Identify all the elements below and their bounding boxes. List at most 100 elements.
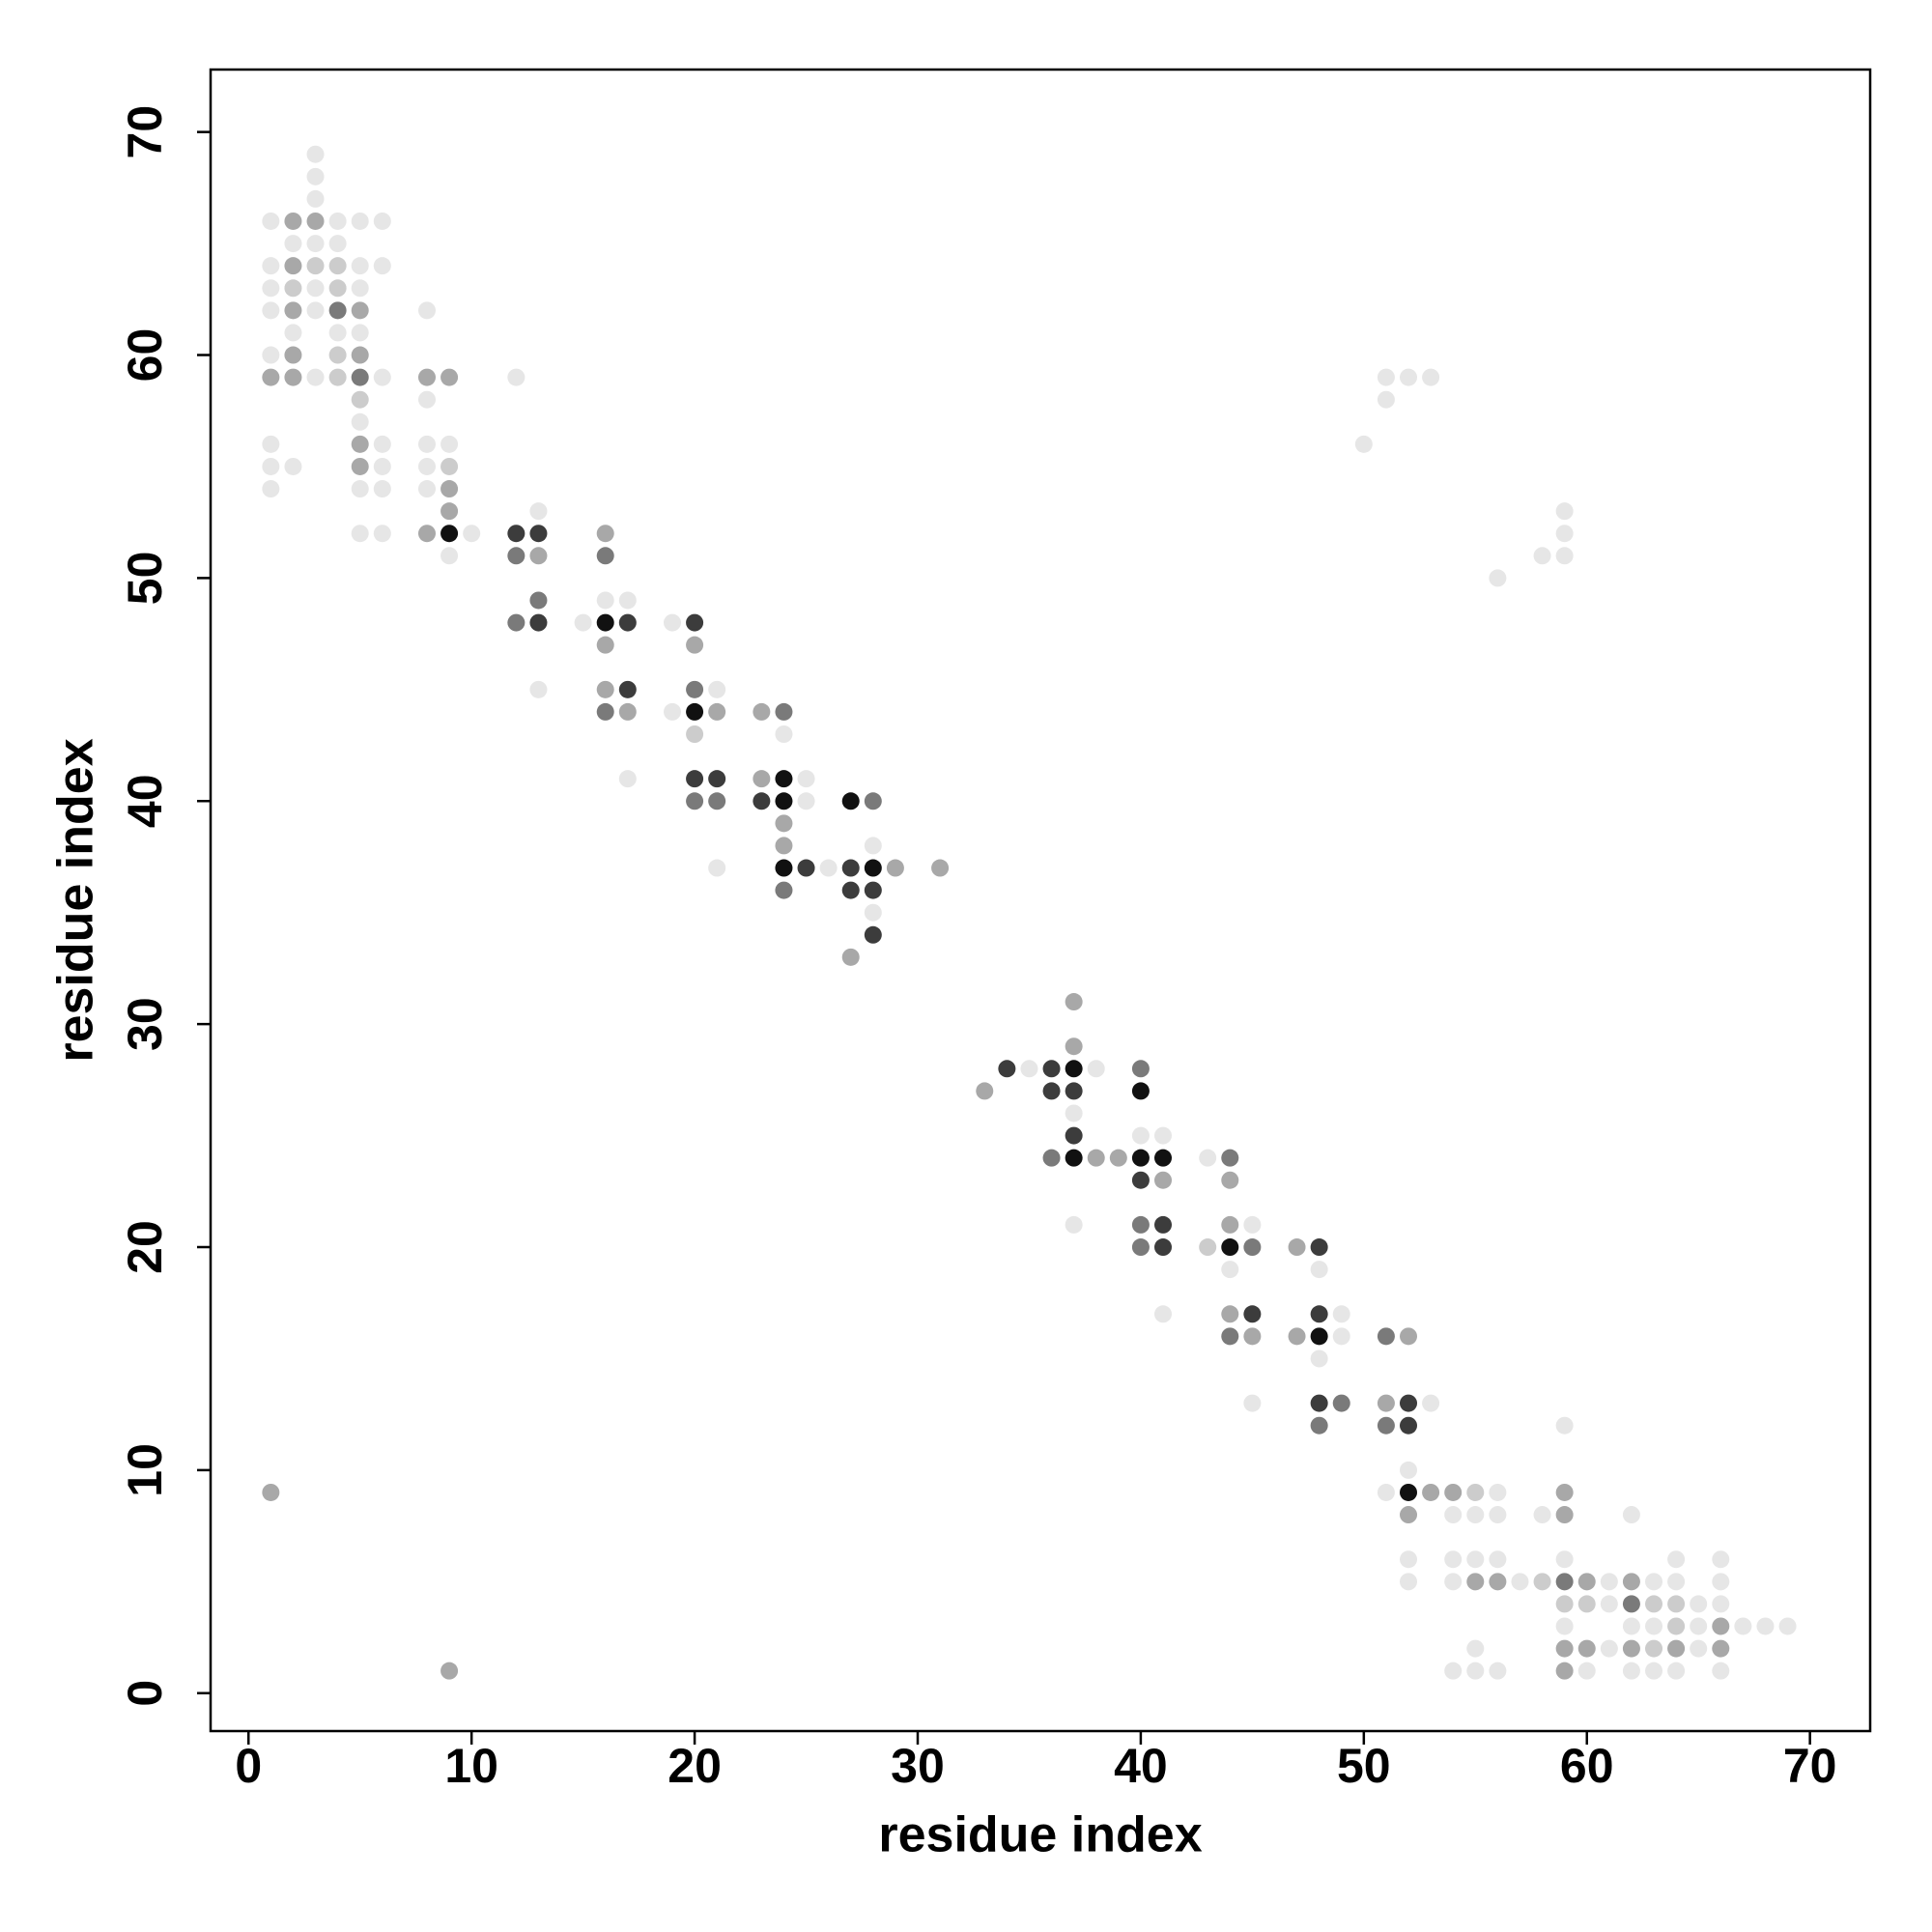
contact-point bbox=[529, 525, 548, 543]
contact-point bbox=[529, 547, 548, 565]
contact-point bbox=[1310, 1305, 1328, 1323]
contact-point bbox=[529, 502, 548, 521]
contact-point bbox=[284, 301, 302, 320]
contact-point bbox=[1690, 1617, 1708, 1635]
contact-point bbox=[1444, 1662, 1463, 1680]
contact-point bbox=[596, 525, 614, 543]
contact-point bbox=[1377, 1416, 1395, 1435]
contact-point bbox=[1466, 1483, 1485, 1501]
contact-point bbox=[775, 725, 793, 743]
contact-point bbox=[1489, 569, 1507, 587]
contact-point bbox=[596, 547, 614, 565]
contact-point bbox=[1712, 1639, 1730, 1658]
contact-point bbox=[1667, 1595, 1686, 1613]
contact-point bbox=[708, 702, 726, 721]
contact-point bbox=[1667, 1617, 1686, 1635]
contact-point bbox=[328, 212, 347, 230]
contact-point bbox=[1712, 1550, 1730, 1569]
contact-point bbox=[1065, 1082, 1083, 1100]
contact-point bbox=[1310, 1238, 1328, 1257]
contact-point bbox=[440, 1662, 459, 1680]
contact-point bbox=[1734, 1617, 1752, 1635]
contact-point bbox=[886, 859, 904, 877]
contact-point bbox=[1065, 1126, 1083, 1145]
contact-point bbox=[1042, 1060, 1061, 1078]
contact-point bbox=[351, 390, 369, 409]
contact-point bbox=[1288, 1327, 1306, 1346]
contact-point bbox=[1645, 1662, 1663, 1680]
contact-point bbox=[351, 457, 369, 475]
contact-point bbox=[1422, 368, 1440, 386]
contact-point bbox=[351, 480, 369, 498]
contact-point bbox=[1444, 1506, 1463, 1524]
contact-point bbox=[1555, 525, 1574, 543]
contact-point bbox=[775, 770, 793, 788]
contact-point bbox=[686, 770, 704, 788]
contact-point bbox=[1065, 1037, 1083, 1056]
contact-point bbox=[1622, 1595, 1640, 1613]
y-tick-label: 40 bbox=[118, 774, 172, 828]
contact-point bbox=[1533, 547, 1551, 565]
contact-point bbox=[1533, 1573, 1551, 1591]
contact-point bbox=[417, 368, 436, 386]
contact-point bbox=[1199, 1238, 1217, 1257]
contact-point bbox=[328, 346, 347, 364]
contact-point bbox=[775, 814, 793, 833]
contact-point bbox=[284, 368, 302, 386]
contact-point bbox=[1154, 1126, 1173, 1145]
contact-point bbox=[529, 591, 548, 610]
contact-point bbox=[753, 770, 771, 788]
contact-point bbox=[284, 212, 302, 230]
contact-point bbox=[284, 346, 302, 364]
contact-point bbox=[1555, 1506, 1574, 1524]
x-tick-label: 10 bbox=[444, 1739, 498, 1793]
contact-point bbox=[262, 368, 280, 386]
contact-point bbox=[1131, 1149, 1150, 1167]
contact-point bbox=[1310, 1416, 1328, 1435]
contact-point bbox=[1131, 1238, 1150, 1257]
contact-point bbox=[1332, 1327, 1350, 1346]
contact-point bbox=[596, 702, 614, 721]
contact-point bbox=[1690, 1639, 1708, 1658]
contact-point bbox=[686, 636, 704, 654]
contact-point bbox=[1154, 1149, 1173, 1167]
contact-point bbox=[1400, 1461, 1418, 1479]
contact-point bbox=[1243, 1238, 1262, 1257]
contact-point bbox=[1555, 1483, 1574, 1501]
contact-point bbox=[1422, 1483, 1440, 1501]
contact-point bbox=[864, 903, 882, 922]
contact-point bbox=[262, 1483, 280, 1501]
contact-point bbox=[306, 301, 325, 320]
contact-point bbox=[1288, 1238, 1306, 1257]
contact-point bbox=[1310, 1327, 1328, 1346]
contact-point bbox=[1466, 1550, 1485, 1569]
contact-point bbox=[1065, 1149, 1083, 1167]
contact-point bbox=[1377, 390, 1395, 409]
contact-point bbox=[507, 368, 526, 386]
contact-point bbox=[1444, 1550, 1463, 1569]
contact-point bbox=[1778, 1617, 1797, 1635]
contact-point bbox=[618, 680, 637, 698]
plot-frame bbox=[209, 68, 1872, 1733]
contact-point bbox=[351, 301, 369, 320]
contact-point bbox=[663, 613, 681, 632]
contact-point bbox=[1400, 1483, 1418, 1501]
y-tick-label: 60 bbox=[118, 328, 172, 383]
contact-point bbox=[284, 457, 302, 475]
contact-point bbox=[596, 591, 614, 610]
contact-point bbox=[1221, 1261, 1239, 1279]
contact-point bbox=[507, 547, 526, 565]
contact-point bbox=[1400, 1573, 1418, 1591]
contact-point bbox=[440, 457, 459, 475]
contact-point bbox=[306, 257, 325, 275]
contact-point bbox=[351, 212, 369, 230]
contact-point bbox=[1131, 1126, 1150, 1145]
contact-point bbox=[306, 235, 325, 253]
contact-point bbox=[1622, 1573, 1640, 1591]
x-tick-label: 50 bbox=[1337, 1739, 1391, 1793]
contact-point bbox=[1154, 1215, 1173, 1234]
contact-point bbox=[262, 480, 280, 498]
contact-point bbox=[328, 279, 347, 298]
contact-point bbox=[1400, 1506, 1418, 1524]
